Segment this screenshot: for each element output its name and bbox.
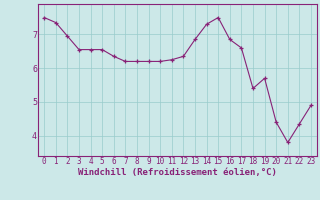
X-axis label: Windchill (Refroidissement éolien,°C): Windchill (Refroidissement éolien,°C) xyxy=(78,168,277,177)
